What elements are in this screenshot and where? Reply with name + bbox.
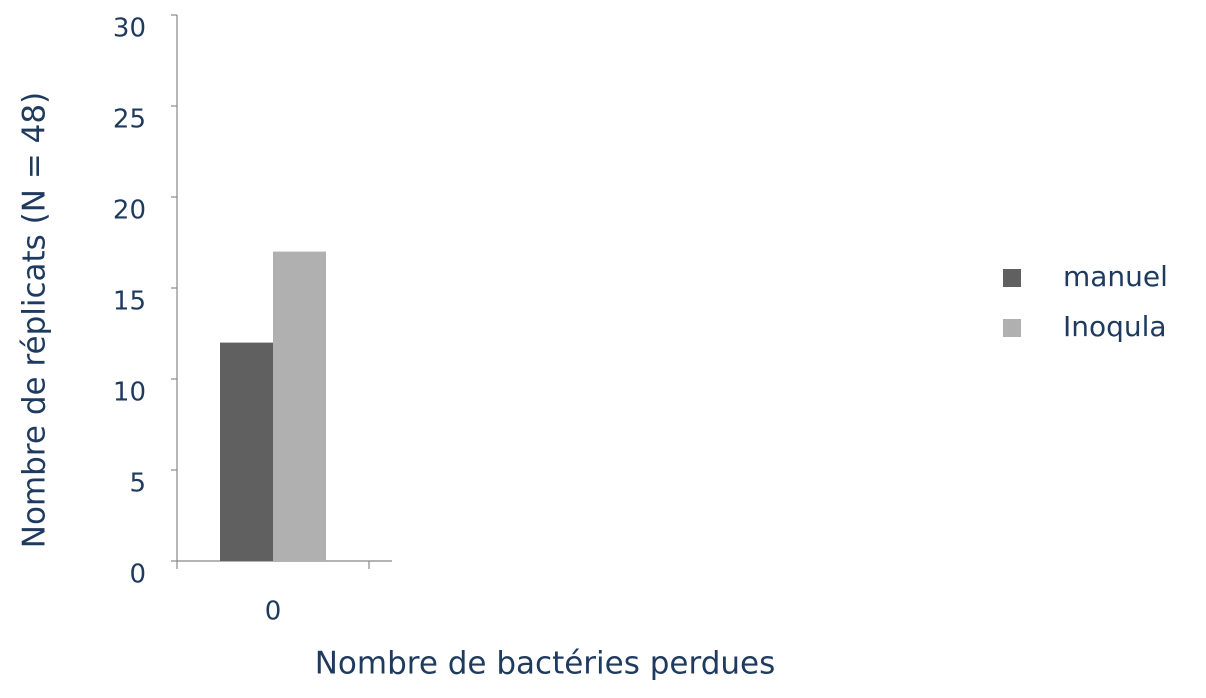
x-axis-title: Nombre de bactéries perdues	[315, 646, 776, 682]
x-tick-label: 0	[265, 597, 282, 627]
bar	[220, 342, 273, 561]
y-axis-title: Nombre de réplicats (N = 48)	[17, 92, 53, 548]
legend-swatch	[1003, 319, 1021, 337]
y-tick-label: 30	[113, 14, 146, 44]
legend-swatch	[1003, 269, 1021, 287]
y-tick-label: 25	[113, 105, 146, 135]
y-tick-label: 20	[113, 196, 146, 226]
y-tick-label: 15	[113, 287, 146, 317]
legend-label: Inoqula	[1063, 310, 1167, 343]
y-tick-label: 10	[113, 378, 146, 408]
bar	[273, 251, 326, 561]
y-tick-label: 5	[129, 469, 146, 499]
y-tick-label: 0	[129, 560, 146, 590]
legend-label: manuel	[1063, 260, 1168, 293]
